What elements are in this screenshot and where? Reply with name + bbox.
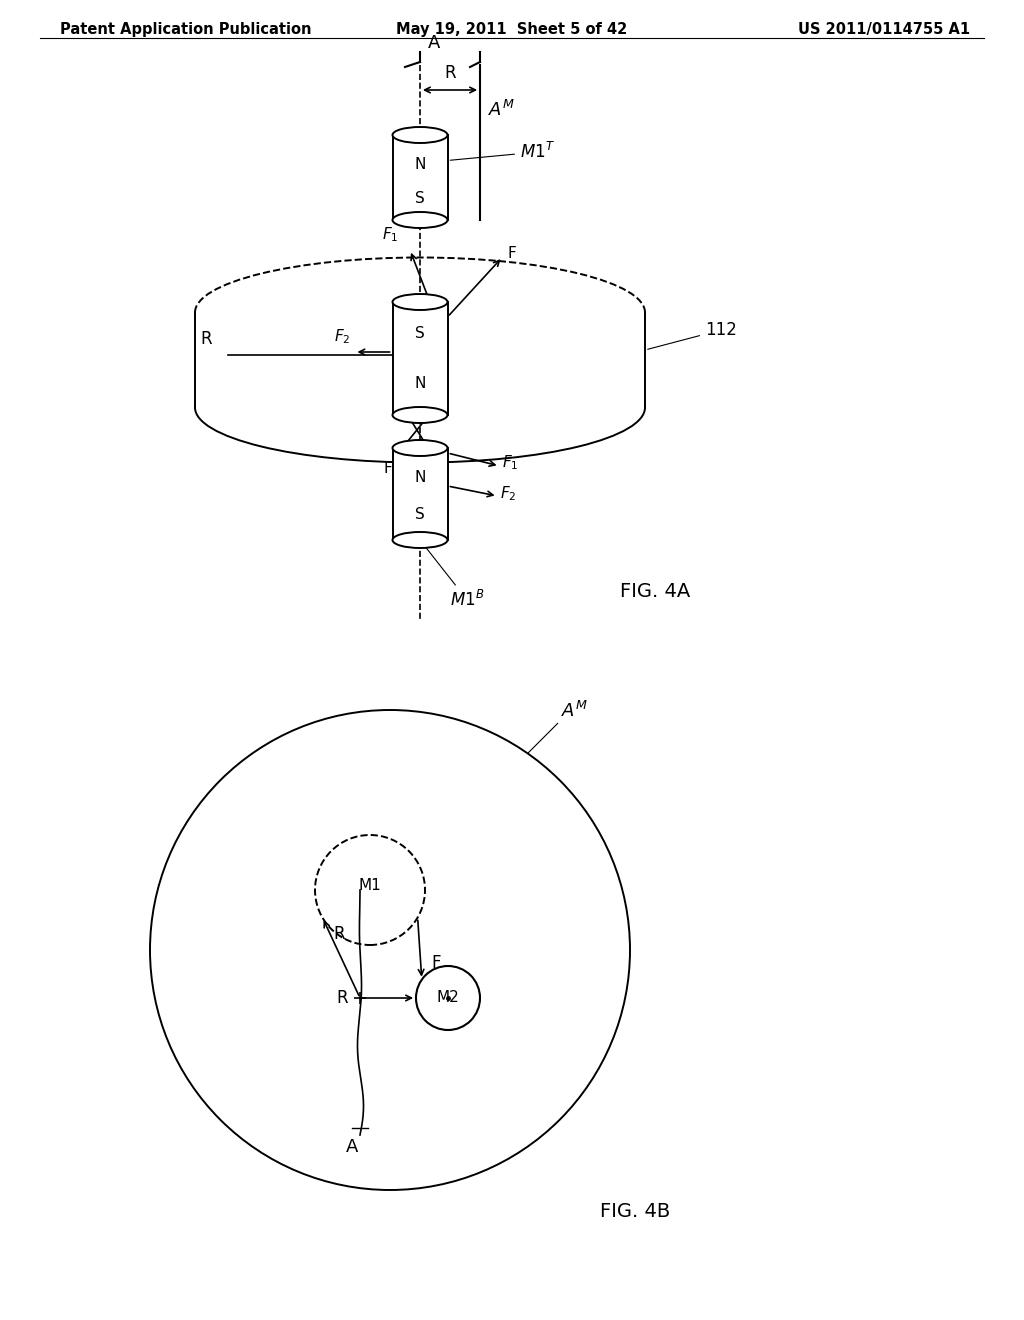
Text: $A^{M}$: $A^{M}$ [488, 100, 515, 120]
Text: A: A [428, 34, 440, 51]
Text: US 2011/0114755 A1: US 2011/0114755 A1 [798, 22, 970, 37]
Text: Patent Application Publication: Patent Application Publication [60, 22, 311, 37]
Text: $F_1$: $F_1$ [382, 226, 398, 244]
Text: A: A [346, 1138, 358, 1156]
FancyBboxPatch shape [447, 313, 644, 408]
Ellipse shape [392, 407, 447, 422]
Text: F: F [508, 247, 516, 261]
Ellipse shape [392, 532, 447, 548]
Ellipse shape [392, 294, 447, 310]
Text: F: F [432, 953, 441, 972]
Text: M2: M2 [436, 990, 460, 1006]
Text: May 19, 2011  Sheet 5 of 42: May 19, 2011 Sheet 5 of 42 [396, 22, 628, 37]
FancyBboxPatch shape [392, 135, 447, 220]
Text: R: R [336, 989, 348, 1007]
FancyBboxPatch shape [196, 313, 392, 408]
Text: $M1^{B}$: $M1^{B}$ [422, 543, 484, 610]
Text: FIG. 4B: FIG. 4B [600, 1203, 671, 1221]
Text: S: S [415, 326, 425, 341]
Circle shape [315, 836, 425, 945]
Text: N: N [415, 470, 426, 484]
Text: S: S [415, 507, 425, 521]
Ellipse shape [392, 127, 447, 143]
Text: M1: M1 [358, 878, 381, 892]
Text: S: S [415, 191, 425, 206]
Text: N: N [415, 157, 426, 172]
Ellipse shape [392, 440, 447, 455]
Circle shape [150, 710, 630, 1191]
FancyBboxPatch shape [392, 302, 447, 414]
Text: $F_2$: $F_2$ [501, 484, 517, 503]
Text: R: R [334, 925, 345, 942]
Text: FIG. 4A: FIG. 4A [620, 582, 690, 601]
FancyBboxPatch shape [392, 447, 447, 540]
Text: N: N [415, 376, 426, 391]
Text: $F_2$: $F_2$ [334, 327, 350, 346]
Text: F: F [383, 461, 392, 477]
Text: 112: 112 [648, 321, 737, 350]
Circle shape [416, 966, 480, 1030]
Text: $A^{M}$: $A^{M}$ [561, 701, 588, 722]
Text: $F_1$: $F_1$ [503, 454, 519, 473]
Text: R: R [444, 63, 456, 82]
Text: R: R [200, 330, 212, 348]
Text: $M1^{T}$: $M1^{T}$ [451, 143, 555, 162]
Ellipse shape [392, 213, 447, 228]
